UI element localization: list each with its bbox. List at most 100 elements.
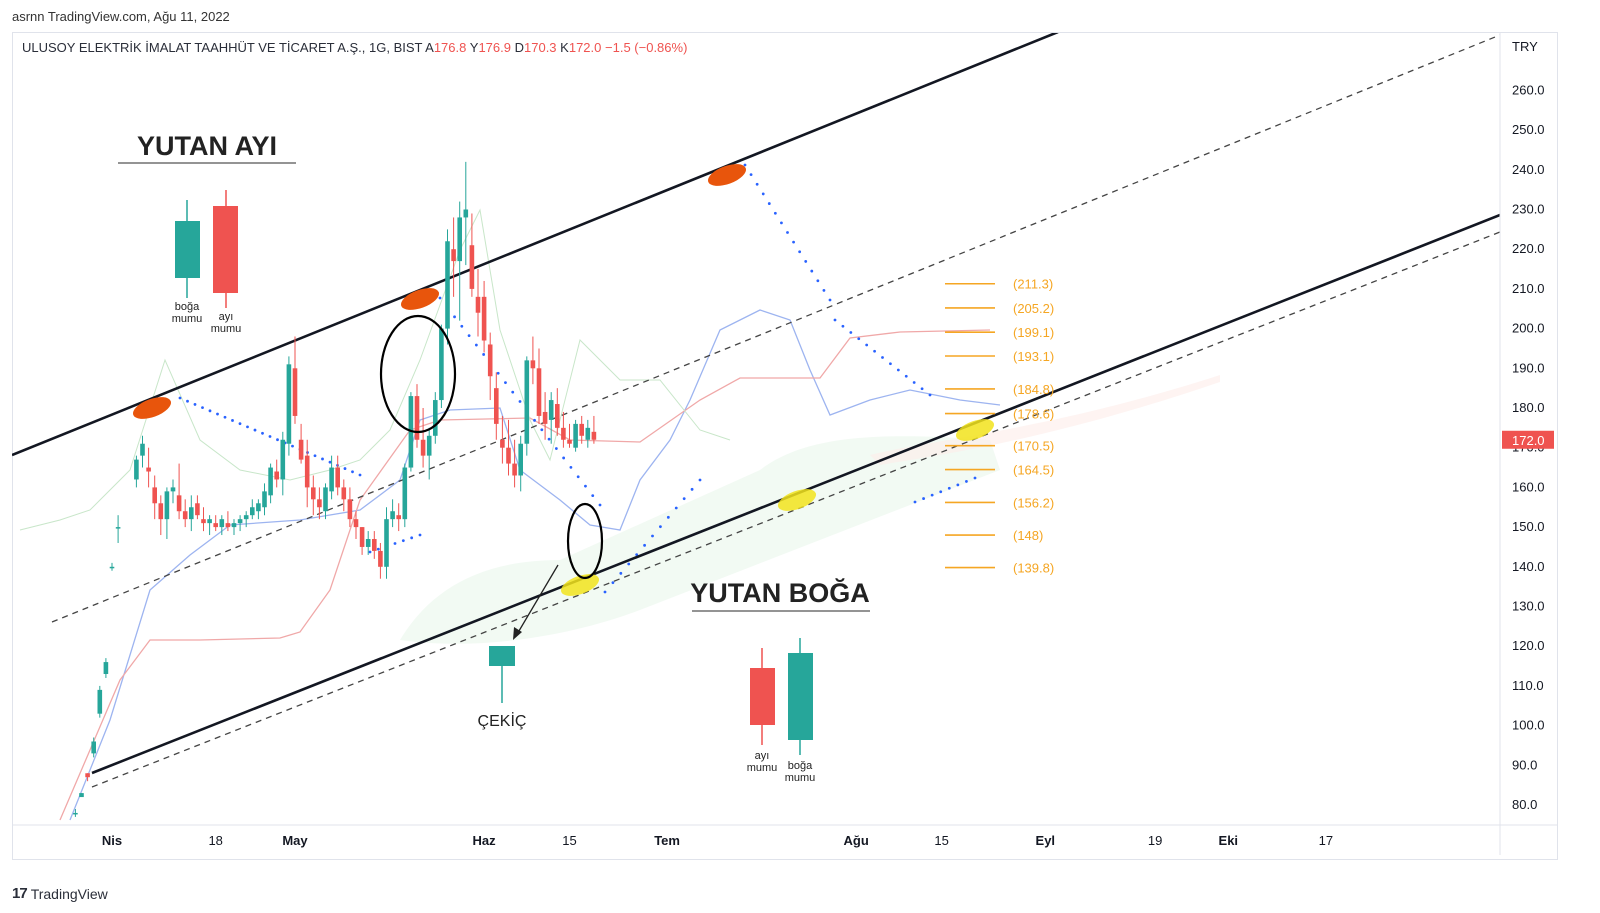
touch-ellipse-yellow [560, 574, 600, 596]
last-price-tag [1502, 430, 1554, 449]
sar-dot [761, 192, 765, 196]
sar-dot [276, 438, 279, 442]
candle [487, 332, 493, 401]
candle [329, 455, 334, 500]
candle-body [414, 396, 420, 440]
candle [152, 475, 157, 520]
candle-body [555, 404, 560, 428]
candle [73, 808, 78, 817]
sar-dot [690, 487, 694, 491]
x-axis-tick-label: Nis [102, 833, 122, 848]
sar-dot [828, 298, 832, 302]
candle [420, 408, 426, 468]
x-axis-tick-label: 17 [1319, 833, 1333, 848]
sar-dot [841, 324, 845, 328]
sar-dot [328, 460, 332, 464]
candle [103, 658, 109, 678]
sar-dot [619, 571, 623, 575]
x-axis-tick-label: Eki [1219, 833, 1239, 848]
sar-dot [598, 503, 602, 507]
sar-dot [798, 250, 802, 254]
sar-dot [313, 454, 317, 458]
sar-dot [965, 480, 968, 483]
sar-dot [857, 337, 861, 341]
fib-level-label: (148) [1013, 528, 1043, 543]
sar-dot [291, 444, 294, 448]
sar-dot [956, 483, 960, 487]
candle-body [390, 511, 395, 520]
sar-dot [533, 418, 536, 422]
candle-body [311, 487, 316, 500]
x-axis-tick-label: 15 [562, 833, 576, 848]
candle-body [384, 519, 389, 567]
candle-body [378, 550, 383, 567]
fib-level-label: (156.2) [1013, 495, 1054, 510]
bearish-engulfing-title: YUTAN AYI [137, 131, 277, 161]
candle [292, 336, 298, 424]
symbol-ohlc-line: ULUSOY ELEKTRİK İMALAT TAAHHÜT VE TİCARE… [22, 40, 687, 55]
sar-dot [482, 353, 486, 356]
ohlc-high-label: Y [469, 40, 479, 55]
y-axis-tick-label: 180.0 [1512, 400, 1545, 415]
candle [500, 415, 505, 464]
candle-body [536, 368, 542, 416]
candle-body [353, 519, 359, 528]
sar-dot [767, 202, 771, 205]
symbol-name: ULUSOY ELEKTRİK İMALAT TAAHHÜT VE TİCARE… [22, 40, 423, 55]
x-axis-tick-label: May [282, 833, 308, 848]
ohlc-low: 170.3 [524, 40, 557, 55]
sar-dot [920, 387, 924, 391]
sar-dot [804, 260, 808, 263]
sar-dot [849, 331, 853, 334]
candle [237, 515, 243, 532]
x-axis-tick-label: 15 [934, 833, 948, 848]
sar-dot [474, 343, 478, 347]
candle [213, 515, 218, 532]
sar-dot [584, 484, 587, 488]
hammer-circle [566, 502, 604, 580]
sar-dot [749, 173, 753, 177]
candle [347, 487, 353, 528]
candle [426, 427, 432, 480]
candle [85, 773, 90, 782]
candle-body [176, 495, 182, 512]
candle-body [280, 439, 286, 480]
sar-dot [643, 543, 646, 547]
candle [384, 507, 389, 579]
sar-dot [253, 428, 257, 432]
candle [146, 447, 151, 488]
touch-ellipse-orange [400, 288, 440, 310]
candle [317, 487, 322, 520]
candle-body [518, 443, 523, 476]
sar-dot [418, 533, 422, 537]
ohlc-low-label: D [514, 40, 524, 55]
candle-body [140, 443, 145, 456]
candle-body [152, 487, 157, 504]
candle-body [207, 519, 212, 524]
candle-body [365, 539, 371, 547]
candle-body [567, 439, 572, 444]
candle-body [579, 423, 584, 436]
sar-dot [321, 457, 324, 461]
candle-body [481, 296, 487, 341]
sar-dot [223, 415, 227, 419]
candle-body [561, 427, 566, 440]
fib-level-label: (211.3) [1013, 277, 1053, 292]
y-axis-tick-label: 200.0 [1512, 321, 1545, 336]
candle-body [463, 209, 469, 218]
candle [536, 348, 542, 424]
sar-dot [401, 539, 405, 543]
candle [469, 213, 475, 297]
y-axis-tick-label: 120.0 [1512, 638, 1545, 653]
tradingview-footer[interactable]: 17 TradingView [12, 885, 108, 902]
candle [97, 685, 103, 718]
y-axis-tick-label: 160.0 [1512, 479, 1545, 494]
sar-dot [816, 279, 820, 283]
candle-body [457, 217, 462, 262]
touch-ellipse-yellow [955, 419, 995, 441]
sar-dot [504, 381, 507, 385]
candle [494, 372, 499, 440]
x-axis-tick-label: 19 [1148, 833, 1162, 848]
sar-dot [453, 315, 456, 319]
